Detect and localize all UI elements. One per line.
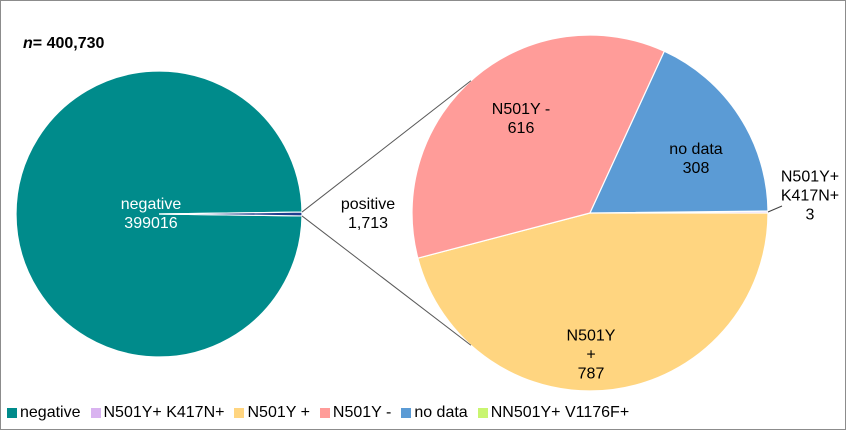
legend-item: negative <box>7 404 81 422</box>
data-label-value: 787 <box>577 365 605 383</box>
leader-line <box>767 205 783 213</box>
data-label-name: negative <box>120 196 182 213</box>
legend-label: NN501Y+ V1176F+ <box>490 404 630 421</box>
legend-item: no data <box>401 404 468 422</box>
data-label: N501Y - 616 <box>476 100 566 138</box>
annotation-text: = 400,730 <box>32 35 105 52</box>
pie-slice <box>417 212 769 392</box>
legend-label: negative <box>20 404 81 421</box>
legend-label: no data <box>414 404 468 421</box>
data-label-value: 1,713 <box>347 215 389 232</box>
legend-label: N501Y - <box>332 404 392 421</box>
pie-slice <box>589 50 769 214</box>
legend-label: N501Y+ K417N+ <box>103 404 225 421</box>
connector-line <box>301 80 472 213</box>
legend-swatch <box>7 408 17 418</box>
data-label: N501Y+ K417N+ 3 <box>775 168 845 225</box>
data-label: N501Y +787 <box>565 327 617 384</box>
legend-item: N501Y+ K417N+ <box>90 404 225 422</box>
data-label-name: positive <box>340 196 396 213</box>
data-label: negative 399016 <box>106 195 196 233</box>
data-label: no data 308 <box>656 140 736 178</box>
pie-slice <box>411 34 666 259</box>
legend-label: N501Y + <box>247 404 310 421</box>
pie-slice <box>158 211 303 217</box>
data-label: positive 1,713 <box>328 195 408 233</box>
legend-swatch <box>319 408 330 418</box>
data-label-value: 308 <box>682 160 710 177</box>
legend-swatch <box>90 408 101 418</box>
legend-item: N501Y - <box>319 404 392 422</box>
data-label-name: N501Y + <box>566 327 616 364</box>
legend-swatch <box>234 408 245 418</box>
data-label-name: N501Y+ K417N+ <box>780 168 840 205</box>
data-label-name: N501Y - <box>491 101 551 118</box>
legend-item: N501Y + <box>234 404 310 422</box>
legend-item: NN501Y+ V1176F+ <box>477 404 630 422</box>
data-label-value: 616 <box>507 120 535 137</box>
data-label-value: 399016 <box>124 215 178 232</box>
data-label-value: 3 <box>805 206 815 224</box>
connector-line <box>301 215 472 346</box>
legend: negative N501Y+ K417N+ N501Y + N501Y - no da… <box>7 404 629 422</box>
annotation-symbol: n <box>23 35 33 52</box>
annotation: n= 400,730 <box>23 35 104 53</box>
legend-swatch <box>477 408 488 418</box>
data-label-name: no data <box>669 141 723 158</box>
legend-swatch <box>401 408 412 418</box>
